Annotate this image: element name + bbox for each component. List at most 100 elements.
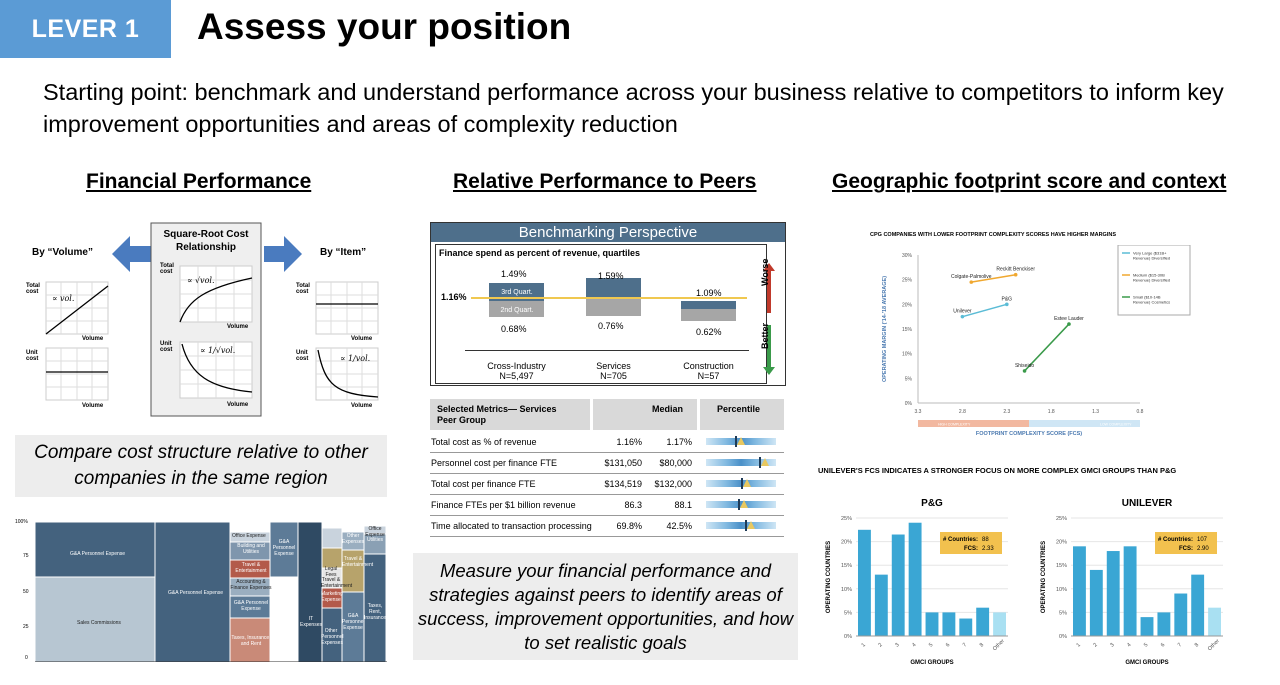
point-label: Reckitt Benckiser — [996, 267, 1035, 273]
point-label: Shiseido — [1015, 363, 1034, 369]
volume-unit-chart — [45, 347, 109, 401]
bar — [1123, 546, 1137, 636]
mekko-label: Travel & Entertainment — [321, 577, 353, 589]
x-axis-title: GMCI GROUPS — [910, 660, 953, 666]
mekko-cell — [269, 522, 299, 578]
x-tick-label: 5 — [928, 642, 934, 648]
y-tick-label: 0% — [1059, 634, 1067, 640]
mekko-y-tick: 75 — [23, 553, 29, 559]
metric-value: 69.8% — [616, 521, 642, 531]
bar — [908, 522, 922, 636]
mekko-cell — [35, 576, 156, 662]
badge-label: # Countries: — [1158, 537, 1193, 543]
cost-diagram: By “Volume” By “Item” Square-Root Cost R… — [20, 220, 390, 420]
y-tick-label: 5% — [844, 610, 852, 616]
scatter-point — [1022, 369, 1027, 373]
scatter-point — [1005, 302, 1009, 307]
lever-badge: LEVER 1 — [0, 0, 171, 58]
worse-label: Worse — [760, 258, 770, 286]
volume-axis-label: Volume — [227, 324, 249, 330]
worse-better-arrows — [763, 263, 775, 375]
mekko-label: G&A Personnel Expense — [168, 590, 224, 596]
bar-chart-subtitle: UNILEVER — [1122, 498, 1173, 509]
metrics-header-median: Median — [652, 404, 684, 414]
x-tick-label: 8 — [979, 642, 985, 648]
x-tick-label: 1 — [1076, 642, 1082, 648]
mekko-cell — [35, 522, 156, 578]
group-n: N=5,497 — [499, 371, 534, 381]
sqrt-total-chart — [179, 265, 253, 323]
badge-countries: 88 — [982, 537, 989, 543]
mekko-label: G&A Personnel Expense — [233, 600, 269, 612]
legend-label: Small ($10-14B — [1133, 295, 1161, 300]
benchmark-subtitle: Finance spend as percent of revenue, qua… — [439, 248, 641, 258]
formula-vol: ∝ vol. — [52, 294, 75, 303]
badge-label: FCS: — [1179, 546, 1193, 552]
mekko-label: G&A Personnel Expense — [272, 539, 296, 557]
bar — [1208, 607, 1221, 636]
x-tick-label: 0.8 — [1137, 409, 1144, 415]
better-label: Better — [760, 322, 770, 349]
metric-value: $134,519 — [604, 479, 642, 489]
metric-row: Total cost per finance FTE $134,519 $132,0… — [430, 473, 784, 495]
metric-row: Time allocated to transaction processing… — [430, 515, 784, 537]
legend-box — [1117, 245, 1191, 316]
cross-top: 1.49% — [501, 269, 527, 279]
bar — [959, 618, 973, 636]
x-tick-label: Other — [1207, 638, 1221, 652]
series-line — [1024, 323, 1070, 372]
metrics-divider — [697, 399, 700, 430]
x-axis-title: GMCI GROUPS — [1125, 660, 1168, 666]
point-label: Estee Lauder — [1054, 316, 1084, 322]
y-tick-label: 25% — [1056, 516, 1067, 522]
left-arrow — [112, 236, 152, 272]
formula-inv: ∝ 1/vol. — [340, 354, 371, 363]
unit-cost-label: Unit cost — [296, 350, 309, 362]
bar — [874, 574, 888, 636]
bar — [925, 612, 939, 636]
y-tick-label: 15% — [902, 327, 913, 333]
metric-label: Total cost as % of revenue — [431, 437, 537, 447]
mekko-cell — [297, 522, 323, 662]
metric-median: $132,000 — [654, 479, 692, 489]
x-tick-label: 7 — [962, 642, 968, 648]
x-tick-label: 7 — [1177, 642, 1183, 648]
x-tick-label: 6 — [945, 642, 951, 648]
stats-badge — [1155, 532, 1217, 554]
x-tick-label: 4 — [911, 642, 917, 648]
group-name: Construction — [683, 361, 734, 371]
mekko-chart: 100% 75 50 25 0 G&A Personnel Expense Sa… — [15, 517, 387, 667]
x-tick-label: Other — [992, 638, 1006, 652]
mekko-label: IT Expenses — [300, 616, 322, 628]
mekko-label: Travel & Entertainment — [342, 556, 374, 568]
geo-heading: Geographic footprint score and context — [832, 170, 1227, 193]
page-title: Assess your position — [197, 6, 572, 47]
x-tick-label: 5 — [1143, 642, 1149, 648]
metric-label: Total cost per finance FTE — [431, 479, 536, 489]
bar — [1157, 612, 1171, 636]
y-tick-label: 5% — [905, 376, 913, 382]
metrics-header-label: Selected Metrics— Services Peer Group — [437, 404, 557, 425]
total-cost-label: Total cost — [26, 283, 40, 295]
mekko-y-tick: 100% — [15, 519, 28, 525]
x-tick-label: 1.3 — [1092, 409, 1099, 415]
x-tick-label: 1.8 — [1048, 409, 1055, 415]
y-tick-label: 10% — [841, 587, 852, 593]
metric-row: Personnel cost per finance FTE $131,050 $8… — [430, 452, 784, 474]
mekko-y-tick: 25 — [23, 624, 29, 630]
company-line — [471, 297, 747, 299]
complexity-arrow — [918, 420, 1029, 427]
group-name: Services — [596, 361, 631, 371]
unilever-bar-chart: UNILEVER 25% 20% 15% 10% 5% 0% 1 2 3 4 5 6 7 8 Other GMC… — [1041, 498, 1223, 666]
mekko-label: Office Expense — [365, 526, 385, 538]
x-tick-label: 3.3 — [915, 409, 922, 415]
metric-median: $80,000 — [659, 458, 692, 468]
mekko-label: G&A Personnel Expense — [273, 584, 297, 602]
volume-total-chart — [45, 281, 109, 335]
formula-sqrt: ∝ √vol. — [187, 276, 215, 285]
item-total-chart — [315, 281, 379, 335]
volume-axis-label: Volume — [227, 402, 249, 408]
percentile-marker — [741, 478, 743, 489]
y-axis-title: OPERATING COUNTRIES — [1041, 541, 1047, 613]
cost-diagram-graphics — [45, 222, 379, 417]
